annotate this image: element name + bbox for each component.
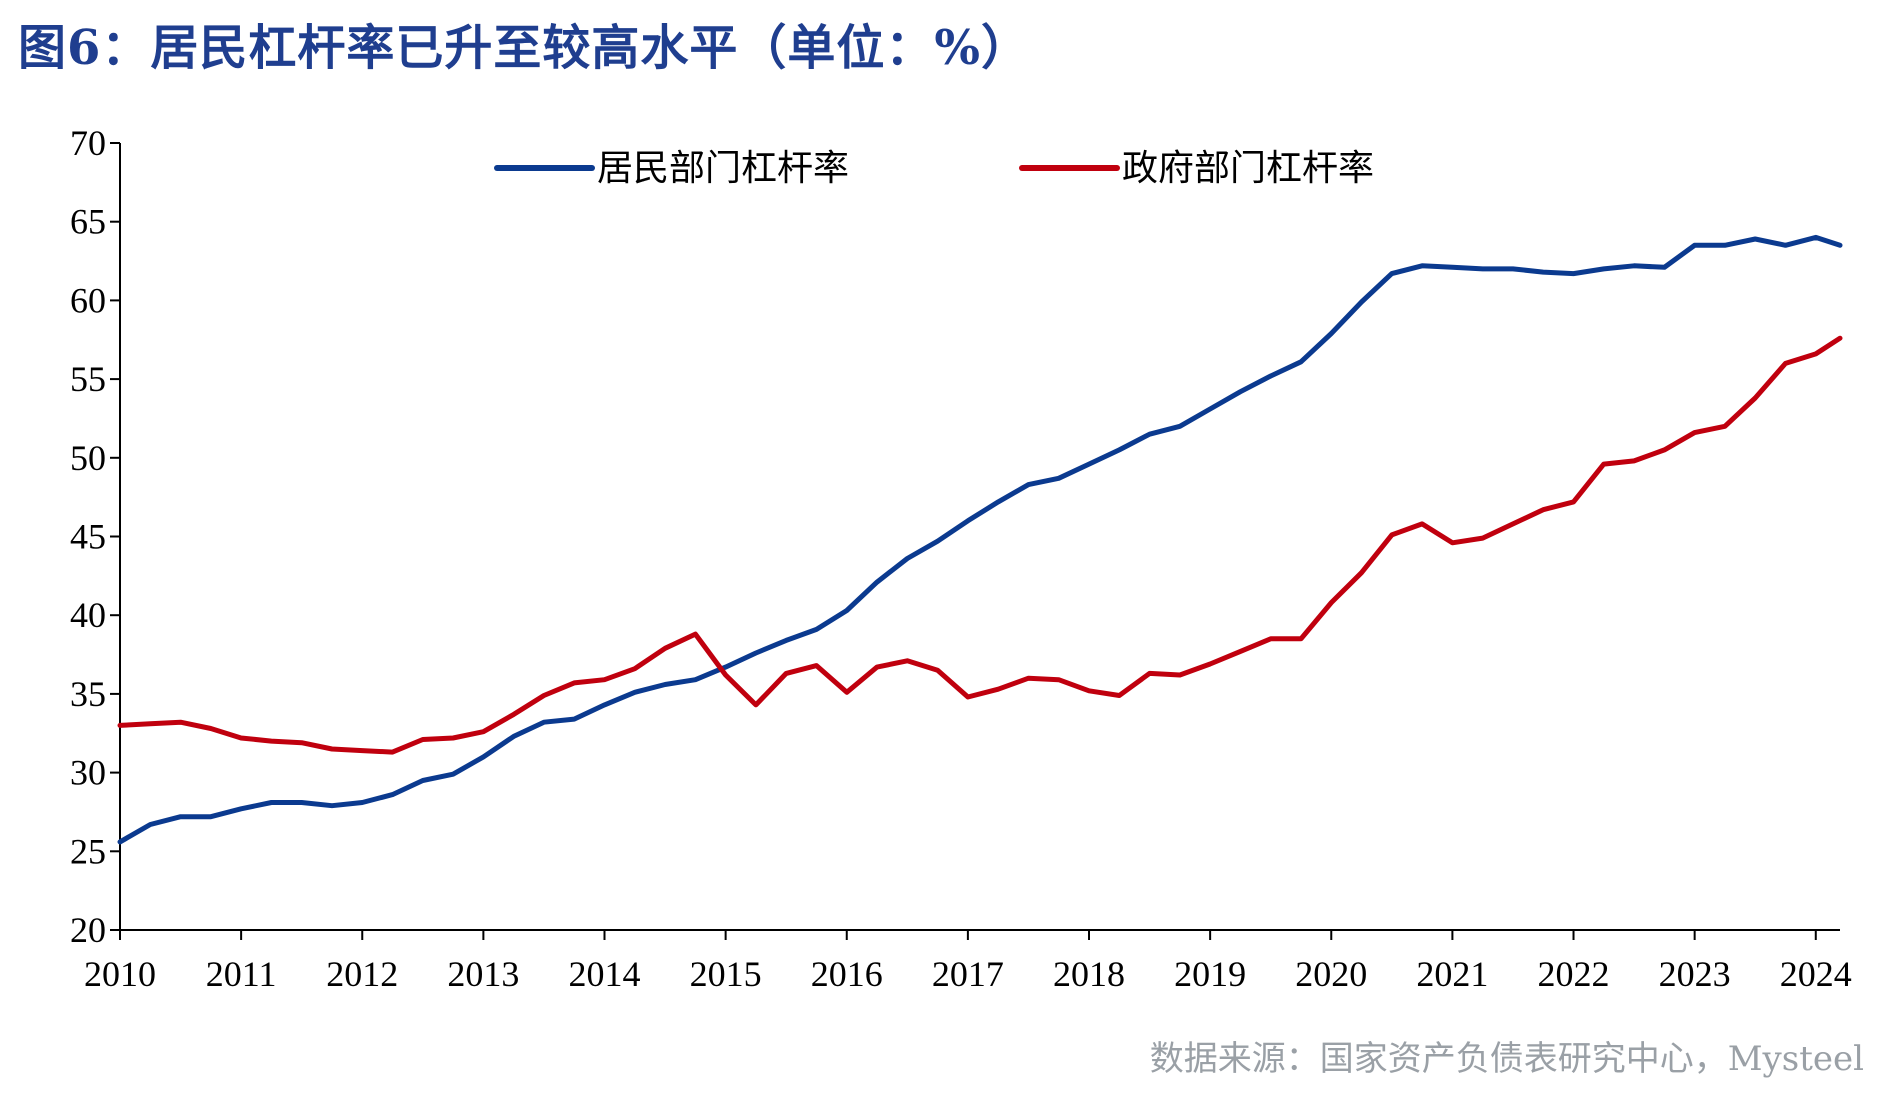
chart-axes <box>119 143 1840 931</box>
legend-item-government: 政府部门杠杆率 <box>1019 148 1374 189</box>
x-tick-label: 2022 <box>1538 954 1610 994</box>
legend-label: 政府部门杠杆率 <box>1122 148 1374 189</box>
x-tick-label: 2010 <box>84 954 156 994</box>
legend-item-household: 居民部门杠杆率 <box>494 148 849 189</box>
y-tick-label: 50 <box>70 438 106 478</box>
y-tick-label: 60 <box>70 280 106 320</box>
x-tick-label: 2020 <box>1295 954 1367 994</box>
government-leverage-line <box>117 335 1843 755</box>
chart-title: 图6：居民杠杆率已升至较高水平（单位：%） <box>18 20 1031 76</box>
series-lines <box>117 234 1843 845</box>
y-tick-label: 55 <box>70 359 106 399</box>
x-tick-label: 2023 <box>1659 954 1731 994</box>
x-tick-label: 2019 <box>1174 954 1246 994</box>
x-tick-label: 2011 <box>206 954 277 994</box>
x-tick-label: 2021 <box>1416 954 1488 994</box>
y-tick-label: 20 <box>70 910 106 950</box>
y-tick-label: 70 <box>70 123 106 163</box>
chart-legend: 居民部门杠杆率 政府部门杠杆率 <box>494 148 1374 189</box>
y-tick-label: 65 <box>70 202 106 242</box>
x-tick-label: 2015 <box>690 954 762 994</box>
x-tick-label: 2013 <box>447 954 519 994</box>
x-tick-label: 2016 <box>811 954 883 994</box>
y-tick-label: 30 <box>70 753 106 793</box>
x-tick-label: 2024 <box>1780 954 1852 994</box>
x-tick-label: 2014 <box>569 954 641 994</box>
household-leverage-line <box>117 234 1843 845</box>
axis-ticks: 20 25 30 35 40 45 50 55 60 65 70 2010 2011 2012 2013 20… <box>70 123 1852 994</box>
y-tick-label: 25 <box>70 831 106 871</box>
data-source-note: 数据来源：国家资产负债表研究中心，Mysteel <box>1149 1039 1864 1079</box>
x-tick-label: 2012 <box>326 954 398 994</box>
y-tick-label: 40 <box>70 595 106 635</box>
x-tick-label: 2017 <box>932 954 1004 994</box>
x-tick-label: 2018 <box>1053 954 1125 994</box>
y-tick-label: 35 <box>70 674 106 714</box>
legend-label: 居民部门杠杆率 <box>597 148 849 189</box>
y-tick-label: 45 <box>70 517 106 557</box>
